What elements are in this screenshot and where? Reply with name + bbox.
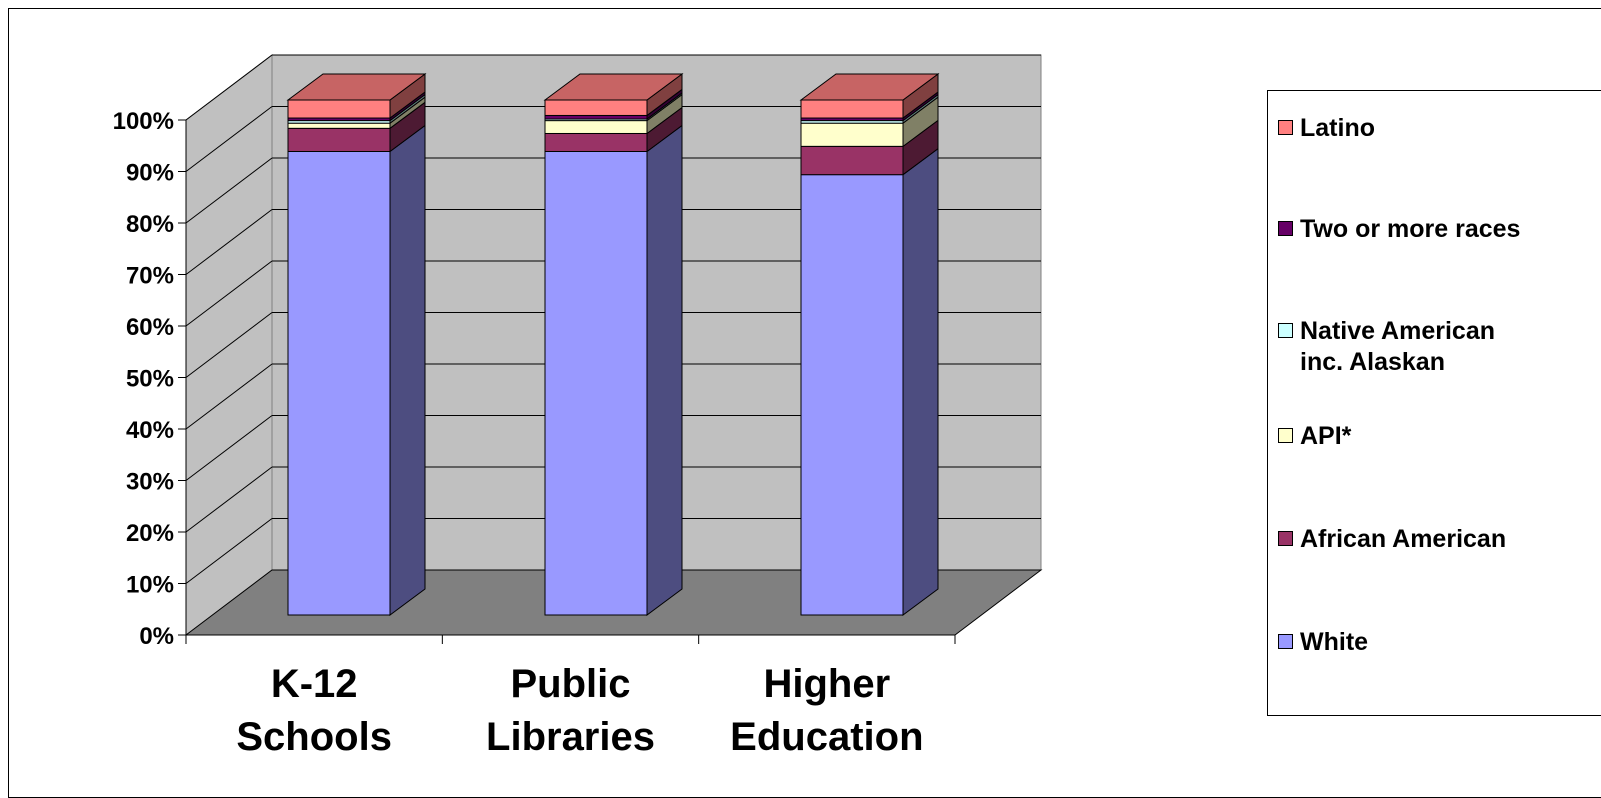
legend-swatch-white xyxy=(1278,634,1293,649)
bar-front-face xyxy=(287,99,391,119)
x-category-label-line: Public xyxy=(510,662,630,706)
x-category-label-line: Education xyxy=(730,715,923,759)
legend-label-api: API* xyxy=(1300,422,1352,450)
bar-front-face xyxy=(287,127,391,152)
bar-stack-higher-education xyxy=(799,73,940,616)
y-tick-label: 90% xyxy=(126,160,174,187)
bar-stacks xyxy=(286,73,940,616)
y-tick-label: 100% xyxy=(113,108,174,135)
legend-swatch-native-american xyxy=(1278,323,1293,338)
legend-item-white: White xyxy=(1278,627,1368,658)
y-tick-label: 80% xyxy=(126,211,174,238)
bar-top-face xyxy=(799,73,940,101)
bar-segment-latino xyxy=(799,73,940,120)
x-category-label-line: K-12 xyxy=(271,662,358,706)
bar-front-face xyxy=(544,114,648,120)
legend-swatch-two-or-more-races xyxy=(1278,221,1293,236)
gridline-side xyxy=(185,260,273,327)
y-tick-label: 10% xyxy=(126,572,174,599)
bar-segment-latino xyxy=(286,73,427,120)
legend-label-two-or-more-races: Two or more races xyxy=(1300,215,1521,243)
legend-swatch-african-american xyxy=(1278,531,1293,546)
bar-front-face xyxy=(800,174,904,616)
x-category-label: K-12 Schools xyxy=(236,662,392,759)
gridline-side xyxy=(185,312,273,378)
bar-front-face xyxy=(800,122,904,147)
bar-top-face xyxy=(286,73,427,101)
legend-item-api: API* xyxy=(1278,421,1351,452)
x-category-label-line: Higher xyxy=(763,662,890,706)
gridline-side xyxy=(185,363,273,430)
y-tick-label: 50% xyxy=(126,366,174,393)
x-category-label: Higher Education xyxy=(730,662,923,759)
bar-side-face xyxy=(902,147,939,616)
bar-front-face xyxy=(544,99,648,116)
legend-item-native-american: Native American inc. Alaskan xyxy=(1278,316,1495,378)
gridline-side xyxy=(185,466,273,533)
y-tick-label: 70% xyxy=(126,263,174,290)
legend-label-native-american: Native American inc. Alaskan xyxy=(1300,317,1495,376)
legend-item-two-or-more-races: Two or more races xyxy=(1278,214,1520,245)
gridline-side xyxy=(185,106,273,172)
legend-swatch-latino xyxy=(1278,120,1293,135)
legend-swatch-api xyxy=(1278,428,1293,443)
bar-top-face xyxy=(543,73,684,101)
x-category-label: Public Libraries xyxy=(486,662,655,759)
bar-front-face xyxy=(800,145,904,176)
bar-segment-api xyxy=(544,93,683,135)
y-tick-label: 20% xyxy=(126,520,174,547)
legend-label-white: White xyxy=(1300,628,1369,656)
bar-segment-native-american-inc-alaskan xyxy=(287,93,426,125)
gridline-side xyxy=(185,157,273,224)
y-tick-label: 0% xyxy=(139,623,174,650)
y-tick-label: 30% xyxy=(126,469,174,496)
bar-stack-k-12-schools xyxy=(286,73,427,616)
gridline-side xyxy=(185,415,273,481)
bar-segment-white xyxy=(800,147,939,616)
y-tick-label: 40% xyxy=(126,417,174,444)
bar-side-face xyxy=(389,124,426,616)
legend-label-latino: Latino xyxy=(1300,114,1375,142)
bar-segment-white xyxy=(287,124,426,616)
bar-segment-african-american xyxy=(544,106,683,153)
y-tick-label: 60% xyxy=(126,314,174,341)
gridline-side xyxy=(185,209,273,275)
bar-segment-latino xyxy=(543,73,684,117)
axes xyxy=(178,119,956,644)
bar-front-face xyxy=(544,120,648,134)
bar-front-face xyxy=(544,151,648,616)
legend-item-latino: Latino xyxy=(1278,113,1375,144)
x-category-label-line: Libraries xyxy=(486,715,655,759)
bar-front-face xyxy=(287,122,391,129)
x-category-labels: K-12 Schools Public Libraries Higher Educatio… xyxy=(236,662,923,759)
gridline-side xyxy=(185,54,273,121)
bar-front-face xyxy=(800,99,904,119)
x-category-label-line: Schools xyxy=(236,715,392,759)
legend: Latino Two or more races Native American… xyxy=(1267,90,1601,716)
y-tick-labels: 0% 10% 20% 30% 40% 50% 60% 70% 80% 90% 100% xyxy=(113,108,174,650)
bar-stack-public-libraries xyxy=(543,73,684,616)
legend-label-african-american: African American xyxy=(1300,525,1507,553)
bar-front-face xyxy=(544,132,648,153)
bar-side-face xyxy=(646,124,683,616)
bar-segment-white xyxy=(544,124,683,616)
bar-segment-african-american xyxy=(800,119,939,176)
legend-item-african-american: African American xyxy=(1278,524,1506,555)
gridline-side xyxy=(185,518,273,584)
bar-front-face xyxy=(287,151,391,616)
